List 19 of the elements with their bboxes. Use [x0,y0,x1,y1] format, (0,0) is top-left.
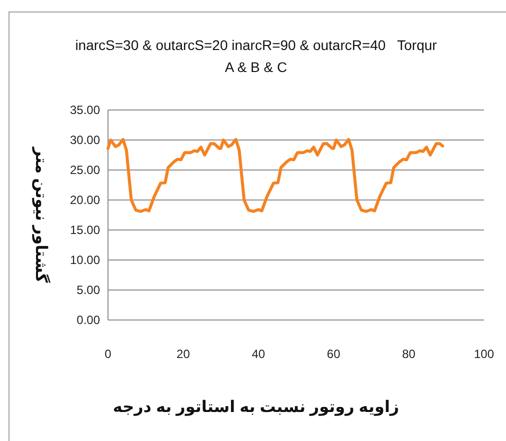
y-tick-label: 25.00 [70,163,100,177]
chart-title: inarcS=30 & outarcS=20 inarcR=90 & outarcR=40 Torqur [75,37,438,53]
y-tick-label: 15.00 [70,223,100,237]
y-tick-label: 35.00 [70,103,100,117]
y-tick-label: 30.00 [70,133,100,147]
y-tick-label: 5.00 [76,283,100,297]
chart-subtitle: A & B & C [224,59,288,75]
x-tick-label: 80 [402,347,416,361]
x-tick-label: 40 [252,347,266,361]
line-series [106,138,444,213]
x-tick-label: 60 [326,347,341,361]
y-tick-label: 0.00 [76,313,100,327]
x-axis-title: زاویه روتور نسبت به استاتور به درجه [112,399,400,416]
x-tick-label: 20 [176,347,190,361]
y-axis-title: گشتاور نیوتن متر [32,146,51,284]
y-tick-label: 10.00 [70,253,100,267]
x-tick-label: 0 [104,347,112,361]
y-tick-label: 20.00 [70,193,100,207]
x-tick-label: 100 [474,347,494,361]
